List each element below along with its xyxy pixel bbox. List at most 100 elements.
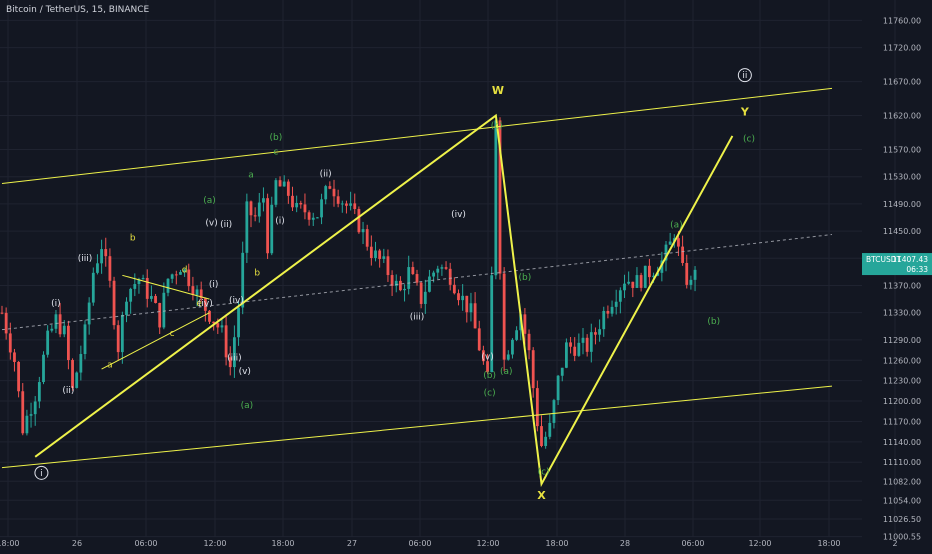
candle-body — [320, 199, 323, 218]
candle — [50, 324, 54, 333]
candle-body — [648, 265, 651, 278]
candle-body — [96, 263, 99, 273]
candle-body — [361, 229, 365, 233]
candle-body — [75, 372, 79, 388]
candle — [166, 278, 170, 297]
candle — [378, 248, 382, 268]
price-axis: 11000.55 11026.50 11054.00 11082.00 11110.00… — [862, 16, 932, 542]
candle — [614, 289, 618, 315]
price-tick-label: 11170.00 — [883, 417, 921, 426]
candle-body — [643, 265, 647, 288]
candle — [361, 221, 365, 244]
wave-label: (a) — [203, 196, 216, 206]
candle-body — [378, 250, 382, 259]
candle-body — [535, 388, 539, 427]
grid — [0, 0, 896, 538]
candle — [253, 207, 257, 222]
candle — [311, 212, 315, 226]
candle — [560, 367, 564, 382]
candle-body — [42, 354, 45, 383]
candle-body — [249, 201, 253, 216]
price-tick-label: 11370.00 — [883, 281, 921, 290]
candle-body — [544, 436, 548, 446]
candle — [386, 249, 390, 282]
candle-body — [191, 286, 195, 295]
wave-label: (iii) — [227, 353, 242, 363]
price-tick-label: 11570.00 — [883, 146, 921, 155]
candle — [523, 308, 527, 345]
wave-label-circle — [737, 68, 752, 83]
price-tick-label: 11330.00 — [883, 309, 921, 318]
candle — [91, 267, 95, 306]
candle-body — [693, 269, 697, 280]
candle — [419, 282, 423, 309]
wave-label: (iii) — [410, 312, 425, 322]
time-tick-label: 12:00 — [203, 539, 226, 548]
wave-label: (ii) — [220, 220, 232, 230]
candle-body — [37, 382, 41, 402]
candle — [158, 302, 162, 335]
candle — [307, 210, 311, 226]
candle-body — [498, 120, 502, 274]
candle — [237, 301, 240, 346]
candle-body — [245, 201, 249, 253]
candle-body — [237, 307, 240, 338]
candle-body — [303, 204, 307, 213]
candle-body — [660, 260, 664, 273]
candle-body — [452, 284, 456, 294]
candle-body — [685, 262, 689, 285]
candle-body — [573, 346, 577, 356]
candle — [440, 264, 444, 276]
candle — [610, 300, 614, 317]
candle — [71, 358, 74, 391]
candle-body — [469, 303, 473, 313]
candle-body — [656, 272, 660, 276]
candle-body — [540, 426, 543, 446]
candle-body — [83, 324, 87, 355]
candle — [133, 273, 137, 297]
last-price-box — [862, 253, 932, 276]
candle-body — [21, 391, 25, 434]
candle — [602, 306, 606, 337]
wave-label: c — [273, 147, 278, 157]
wave-lines — [1, 87, 833, 488]
candle-body — [349, 203, 352, 206]
candle — [262, 187, 265, 212]
candle-body — [428, 276, 431, 292]
time-tick-label: 18:00 — [0, 539, 20, 548]
last-price-countdown: 06:33 — [906, 265, 928, 274]
candle-body — [71, 360, 74, 388]
candle — [415, 269, 419, 286]
candle-body — [374, 250, 377, 258]
candle — [594, 327, 597, 345]
candle-body — [233, 337, 236, 368]
candle-body — [162, 292, 166, 328]
candle-body — [67, 325, 70, 361]
candle-body — [345, 203, 348, 206]
price-tick-label: 11720.00 — [883, 44, 921, 53]
candle-body — [436, 268, 440, 273]
candle — [129, 287, 133, 314]
candle — [461, 284, 465, 311]
price-tick-label: 11026.50 — [883, 515, 921, 524]
candle — [390, 270, 394, 296]
candle-body — [556, 375, 560, 401]
candle — [25, 409, 29, 436]
candle — [353, 193, 357, 215]
candle — [473, 292, 477, 329]
candle — [303, 193, 307, 220]
candle — [486, 353, 489, 374]
time-tick-label: 06:00 — [408, 539, 431, 548]
candle — [469, 292, 473, 322]
candle-body — [681, 246, 684, 263]
candle — [212, 321, 216, 331]
candle-body — [531, 350, 535, 389]
candle — [598, 319, 601, 342]
time-tick-label: 18:00 — [271, 539, 294, 548]
candle-body — [228, 357, 232, 368]
candle — [116, 320, 120, 361]
candle — [357, 206, 361, 234]
